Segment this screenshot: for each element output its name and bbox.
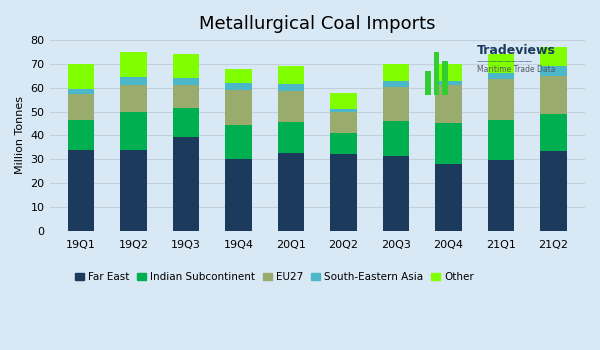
Bar bbox=[442, 61, 448, 94]
Bar bbox=[121, 52, 146, 77]
Bar bbox=[488, 120, 514, 160]
Bar bbox=[68, 89, 94, 94]
Bar bbox=[436, 85, 461, 124]
Y-axis label: Million Tonnes: Million Tonnes bbox=[15, 96, 25, 174]
Bar bbox=[331, 112, 356, 133]
Bar bbox=[383, 156, 409, 231]
Bar bbox=[173, 78, 199, 85]
Bar bbox=[436, 164, 461, 231]
Bar bbox=[488, 160, 514, 231]
Bar bbox=[278, 84, 304, 91]
Bar bbox=[226, 83, 251, 90]
Legend: Far East, Indian Subcontinent, EU27, South-Eastern Asia, Other: Far East, Indian Subcontinent, EU27, Sou… bbox=[71, 268, 478, 287]
Bar bbox=[68, 94, 94, 120]
Text: Maritime Trade Data: Maritime Trade Data bbox=[477, 65, 556, 75]
Bar bbox=[278, 122, 304, 153]
Bar bbox=[226, 159, 251, 231]
Bar bbox=[121, 77, 146, 85]
Bar bbox=[68, 120, 94, 150]
Bar bbox=[278, 91, 304, 122]
Bar bbox=[541, 66, 566, 76]
Bar bbox=[173, 136, 199, 231]
Bar bbox=[121, 112, 146, 150]
Bar bbox=[278, 153, 304, 231]
Bar bbox=[488, 54, 514, 74]
Bar bbox=[226, 125, 251, 159]
Bar bbox=[436, 64, 461, 80]
Text: ————————: ———————— bbox=[477, 58, 533, 64]
Bar bbox=[383, 80, 409, 86]
Bar bbox=[383, 121, 409, 156]
Bar bbox=[68, 150, 94, 231]
Bar bbox=[436, 124, 461, 164]
Bar bbox=[278, 66, 304, 84]
Bar bbox=[425, 71, 431, 95]
Bar bbox=[331, 154, 356, 231]
Text: Tradeviews: Tradeviews bbox=[477, 44, 556, 57]
Bar bbox=[434, 52, 439, 94]
Bar bbox=[226, 69, 251, 83]
Bar bbox=[173, 108, 199, 136]
Bar bbox=[331, 109, 356, 112]
Bar bbox=[331, 133, 356, 154]
Title: Metallurgical Coal Imports: Metallurgical Coal Imports bbox=[199, 15, 436, 33]
Bar bbox=[383, 64, 409, 80]
Bar bbox=[541, 114, 566, 151]
Bar bbox=[488, 79, 514, 120]
Bar bbox=[121, 85, 146, 112]
Bar bbox=[68, 64, 94, 89]
Bar bbox=[173, 54, 199, 78]
Bar bbox=[541, 151, 566, 231]
Bar bbox=[436, 80, 461, 85]
Bar bbox=[173, 85, 199, 108]
Bar bbox=[488, 74, 514, 79]
Bar bbox=[383, 86, 409, 121]
Bar bbox=[121, 150, 146, 231]
Bar bbox=[541, 76, 566, 114]
Bar bbox=[331, 92, 356, 109]
Bar bbox=[226, 90, 251, 125]
Bar bbox=[541, 47, 566, 66]
